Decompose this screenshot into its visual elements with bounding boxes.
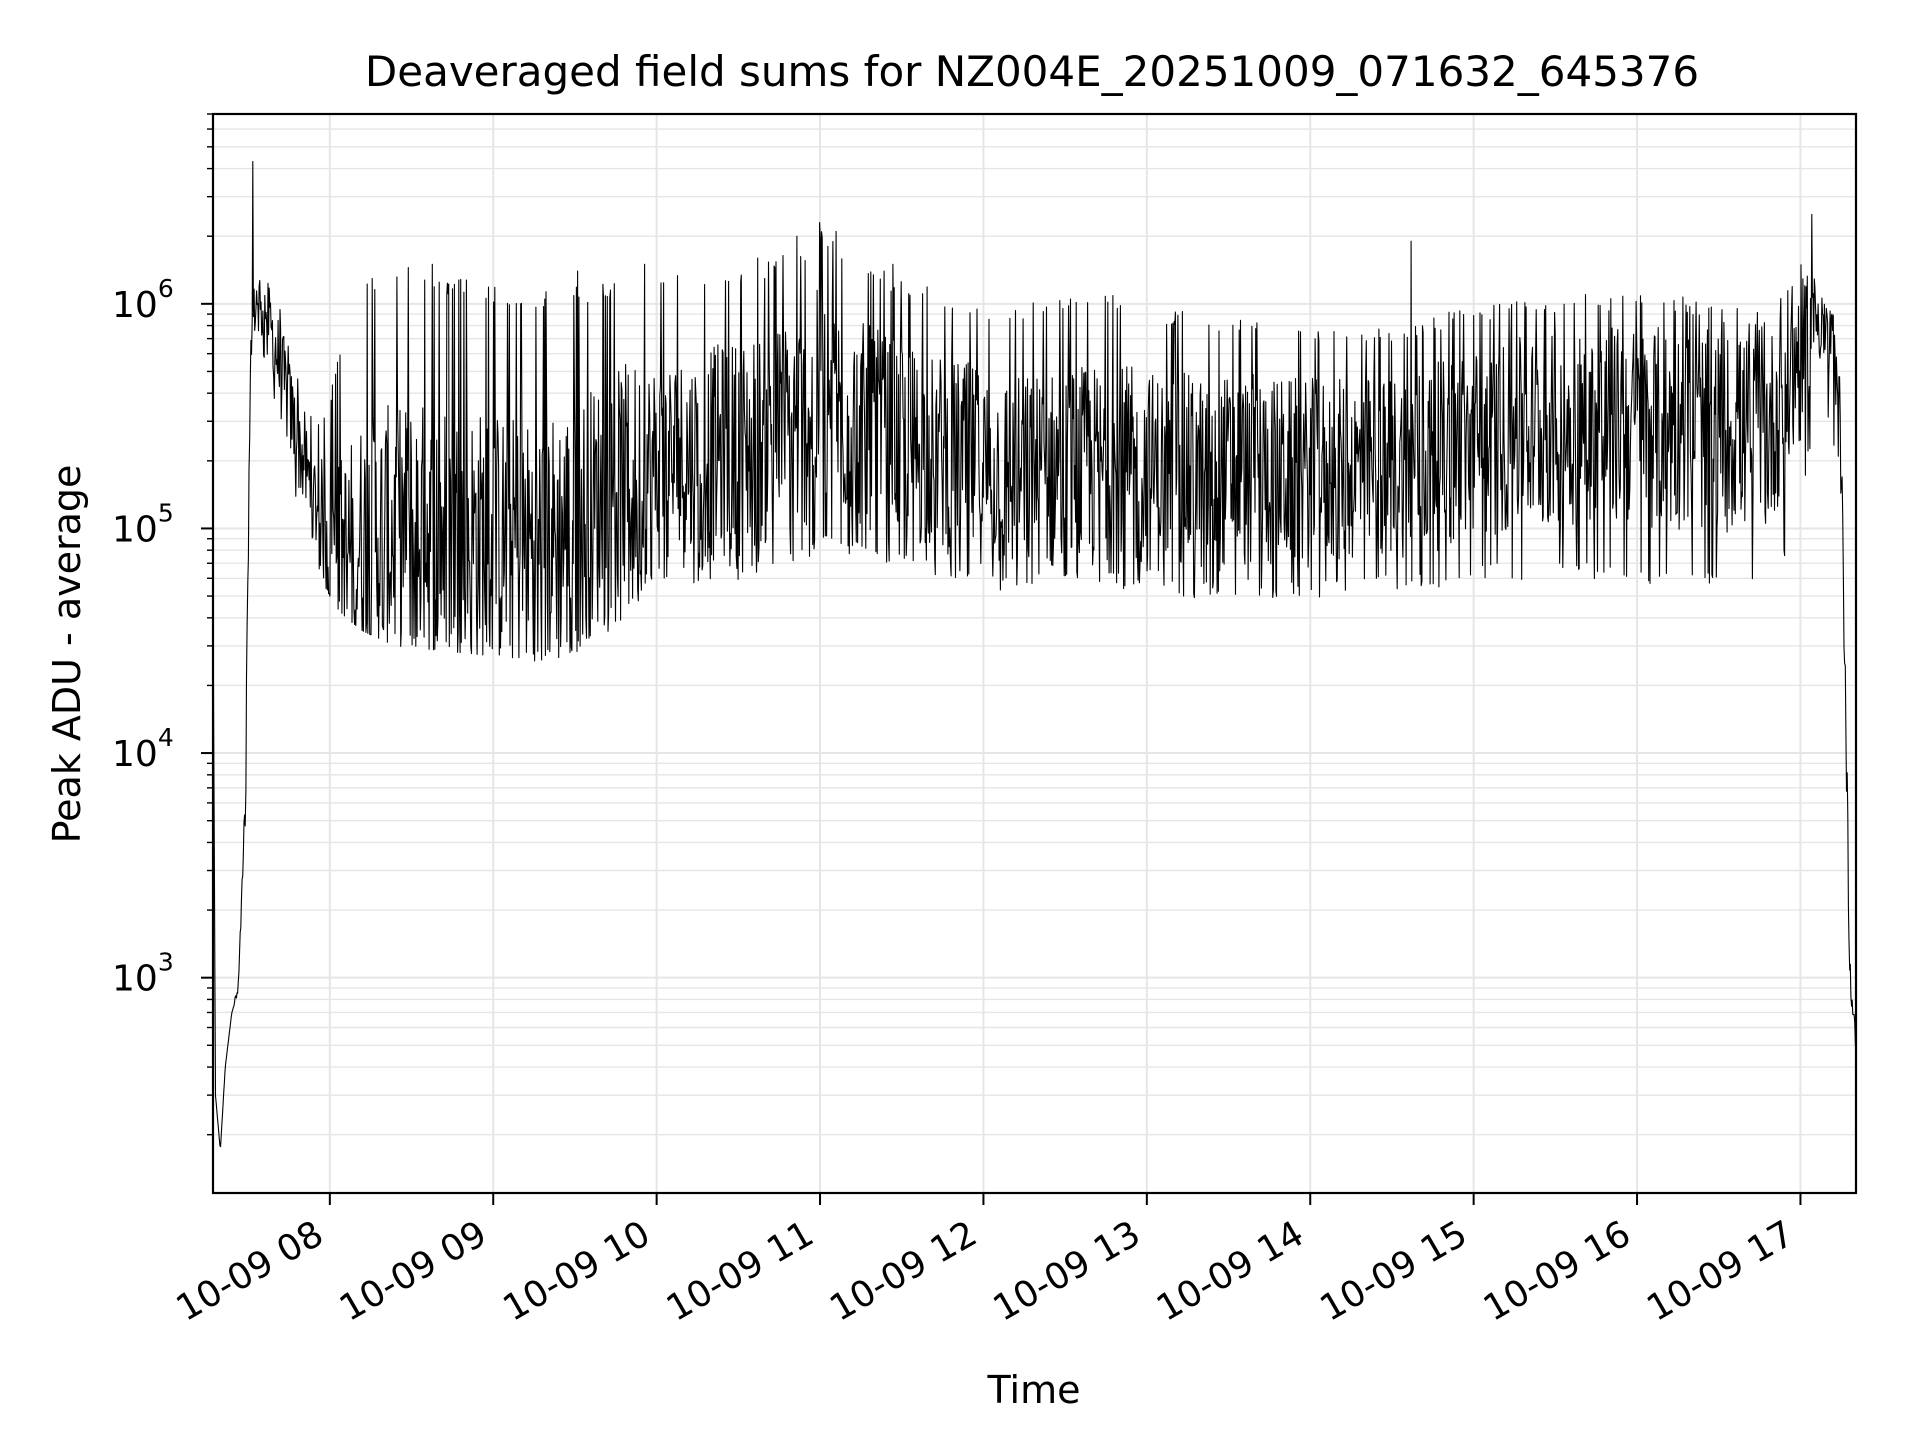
y-tick-exponent: 5 [158, 498, 174, 527]
x-axis-label: Time [987, 1368, 1081, 1412]
series-line-group [212, 160, 1857, 1148]
y-axis-label: Peak ADU - average [45, 465, 89, 844]
y-tick-exponent: 6 [158, 274, 174, 303]
y-tick-exponent: 4 [158, 723, 174, 752]
grid [213, 113, 1856, 1193]
plot-frame [211, 112, 1858, 1195]
series-line [212, 160, 1857, 1148]
chart-title: Deaveraged field sums for NZ004E_2025100… [365, 47, 1699, 96]
y-tick-exponent: 3 [158, 948, 174, 977]
